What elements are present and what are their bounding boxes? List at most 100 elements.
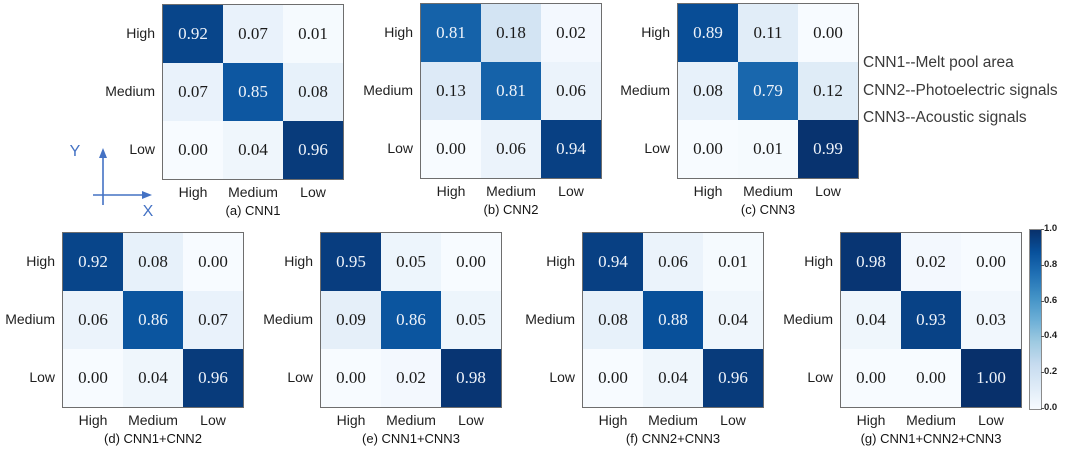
matrix-row-area: HighMediumLow0.950.050.000.090.860.050.0… xyxy=(245,232,502,408)
y-tick-label: High xyxy=(602,3,677,61)
heatmap-cell: 0.07 xyxy=(163,63,223,121)
legend-line-cnn1: CNN1--Melt pool area xyxy=(863,49,1058,77)
matrix-row-area: HighMediumLow0.920.080.000.060.860.070.0… xyxy=(0,232,244,408)
heatmap-cell: 0.00 xyxy=(678,120,738,178)
y-tick-label: Low xyxy=(765,348,840,406)
heatmap-cell: 0.92 xyxy=(163,5,223,63)
heatmap-grid: 0.920.070.010.070.850.080.000.040.96 xyxy=(162,4,344,180)
x-tick-label: Low xyxy=(798,183,858,199)
heatmap-cell: 0.88 xyxy=(643,291,703,349)
x-tick-label: Low xyxy=(183,412,243,428)
x-tick-labels: HighMediumLow xyxy=(63,412,243,428)
heatmap-cell: 0.79 xyxy=(738,62,798,120)
heatmap-cell: 0.94 xyxy=(541,120,601,178)
y-tick-label: Medium xyxy=(765,290,840,348)
x-tick-label: Medium xyxy=(738,183,798,199)
heatmap-grid: 0.950.050.000.090.860.050.000.020.98 xyxy=(320,232,502,408)
heatmap-cell: 0.00 xyxy=(583,349,643,407)
colorbar-tick-label: 0.4 xyxy=(1044,330,1074,341)
x-tick-labels: HighMediumLow xyxy=(163,184,343,200)
x-tick-label: Low xyxy=(541,183,601,199)
x-tick-label: High xyxy=(678,183,738,199)
y-tick-labels: HighMediumLow xyxy=(507,232,582,408)
heatmap-cell: 0.98 xyxy=(841,233,901,291)
heatmap-cell: 0.81 xyxy=(481,62,541,120)
heatmap-cell: 0.04 xyxy=(841,291,901,349)
heatmap-cell: 0.00 xyxy=(63,349,123,407)
heatmap-cell: 0.04 xyxy=(643,349,703,407)
y-tick-label: Medium xyxy=(507,290,582,348)
legend-line-cnn2: CNN2--Photoelectric signals xyxy=(863,77,1058,105)
heatmap-cell: 0.89 xyxy=(678,4,738,62)
y-tick-label: High xyxy=(0,232,62,290)
x-tick-label: High xyxy=(163,184,223,200)
confusion-matrix-panel-c: HighMediumLow0.890.110.000.080.790.120.0… xyxy=(602,3,859,217)
confusion-matrix-panel-e: HighMediumLow0.950.050.000.090.860.050.0… xyxy=(245,232,502,446)
heatmap-cell: 0.06 xyxy=(643,233,703,291)
heatmap-cell: 0.86 xyxy=(381,291,441,349)
y-tick-label: Low xyxy=(0,348,62,406)
heatmap-cell: 0.08 xyxy=(583,291,643,349)
x-tick-label: High xyxy=(321,412,381,428)
confusion-matrix-panel-f: HighMediumLow0.940.060.010.080.880.040.0… xyxy=(507,232,764,446)
xy-axes-icon: Y X xyxy=(58,128,168,223)
subplot-caption: (a) CNN1 xyxy=(163,203,343,218)
y-tick-labels: HighMediumLow xyxy=(245,232,320,408)
heatmap-cell: 0.07 xyxy=(223,5,283,63)
heatmap-cell: 0.00 xyxy=(321,349,381,407)
matrix-row-area: HighMediumLow0.940.060.010.080.880.040.0… xyxy=(507,232,764,408)
y-tick-labels: HighMediumLow xyxy=(765,232,840,408)
x-tick-label: Medium xyxy=(223,184,283,200)
subplot-caption: (c) CNN3 xyxy=(678,202,858,217)
heatmap-cell: 0.06 xyxy=(541,62,601,120)
confusion-matrix-panel-b: HighMediumLow0.810.180.020.130.810.060.0… xyxy=(345,3,602,217)
x-tick-label: High xyxy=(63,412,123,428)
heatmap-cell: 0.02 xyxy=(541,4,601,62)
heatmap-cell: 0.04 xyxy=(223,121,283,179)
matrix-row-area: HighMediumLow0.980.020.000.040.930.030.0… xyxy=(765,232,1022,408)
colorbar-tick-label: 0.0 xyxy=(1044,402,1074,413)
x-tick-label: Medium xyxy=(123,412,183,428)
y-tick-label: Medium xyxy=(87,62,162,120)
y-tick-label: Low xyxy=(245,348,320,406)
y-tick-label: High xyxy=(507,232,582,290)
heatmap-cell: 0.05 xyxy=(381,233,441,291)
heatmap-cell: 0.12 xyxy=(798,62,858,120)
y-tick-label: High xyxy=(87,4,162,62)
heatmap-cell: 0.09 xyxy=(321,291,381,349)
heatmap-cell: 0.08 xyxy=(283,63,343,121)
y-tick-label: Medium xyxy=(345,61,420,119)
x-tick-labels: HighMediumLow xyxy=(678,183,858,199)
heatmap-cell: 0.92 xyxy=(63,233,123,291)
y-tick-label: Medium xyxy=(245,290,320,348)
heatmap-cell: 0.04 xyxy=(703,291,763,349)
heatmap-grid: 0.980.020.000.040.930.030.000.001.00 xyxy=(840,232,1022,408)
confusion-matrix-panel-d: HighMediumLow0.920.080.000.060.860.070.0… xyxy=(0,232,244,446)
heatmap-cell: 0.99 xyxy=(798,120,858,178)
heatmap-cell: 0.00 xyxy=(841,349,901,407)
x-tick-label: Medium xyxy=(381,412,441,428)
matrix-row-area: HighMediumLow0.810.180.020.130.810.060.0… xyxy=(345,3,602,179)
heatmap-cell: 0.07 xyxy=(183,291,243,349)
x-tick-label: Medium xyxy=(481,183,541,199)
y-tick-labels: HighMediumLow xyxy=(345,3,420,179)
y-tick-label: High xyxy=(765,232,840,290)
heatmap-cell: 0.00 xyxy=(798,4,858,62)
heatmap-cell: 0.13 xyxy=(421,62,481,120)
heatmap-cell: 0.86 xyxy=(123,291,183,349)
y-tick-labels: HighMediumLow xyxy=(602,3,677,179)
heatmap-cell: 0.01 xyxy=(283,5,343,63)
heatmap-cell: 0.02 xyxy=(901,233,961,291)
y-tick-label: Low xyxy=(345,119,420,177)
heatmap-cell: 0.96 xyxy=(283,121,343,179)
x-tick-label: Medium xyxy=(901,412,961,428)
heatmap-cell: 0.85 xyxy=(223,63,283,121)
subplot-caption: (e) CNN1+CNN3 xyxy=(321,431,501,446)
heatmap-cell: 0.06 xyxy=(481,120,541,178)
heatmap-cell: 0.03 xyxy=(961,291,1021,349)
subplot-caption: (g) CNN1+CNN2+CNN3 xyxy=(841,431,1021,446)
y-tick-label: Low xyxy=(507,348,582,406)
x-axis-label: X xyxy=(143,203,154,220)
heatmap-cell: 1.00 xyxy=(961,349,1021,407)
heatmap-cell: 0.01 xyxy=(703,233,763,291)
